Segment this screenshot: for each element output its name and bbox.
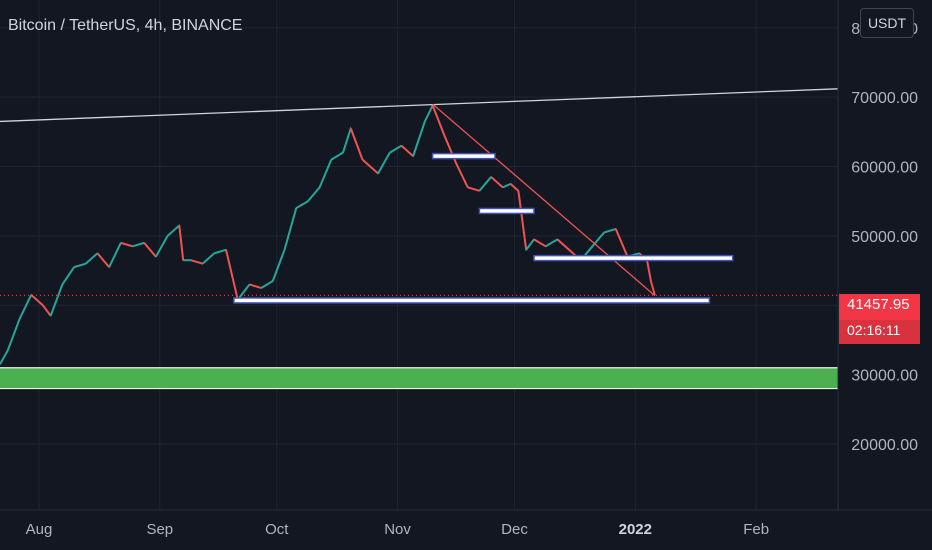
support-zone bbox=[0, 367, 838, 389]
price-segment bbox=[509, 183, 520, 192]
level-box bbox=[431, 152, 496, 160]
price-segment bbox=[533, 238, 547, 248]
level-box bbox=[478, 207, 535, 215]
price-segment bbox=[143, 242, 157, 258]
price-tick-label: 70000.00 bbox=[851, 90, 918, 107]
price-segment bbox=[178, 225, 185, 261]
price-segment bbox=[49, 284, 64, 317]
price-segment bbox=[400, 144, 414, 157]
price-segment bbox=[166, 224, 180, 237]
time-axis-background bbox=[0, 510, 932, 550]
price-segment bbox=[283, 207, 298, 251]
level-box bbox=[233, 297, 711, 304]
price-segment bbox=[307, 186, 321, 202]
price-segment bbox=[603, 228, 617, 234]
price-segment bbox=[646, 260, 652, 282]
price-segment bbox=[225, 249, 239, 300]
drawings-overlay bbox=[0, 88, 839, 304]
price-segment bbox=[260, 280, 274, 289]
last-price-value: 41457.95 bbox=[847, 296, 910, 313]
last-price-tag: 41457.95 02:16:11 bbox=[839, 294, 920, 344]
bar-countdown: 02:16:11 bbox=[839, 320, 920, 344]
time-tick-label: Feb bbox=[743, 521, 769, 538]
price-segment bbox=[389, 144, 402, 154]
price-segment bbox=[96, 252, 110, 268]
price-segment bbox=[214, 248, 227, 255]
price-segment bbox=[478, 176, 492, 192]
candles-layer bbox=[0, 105, 656, 365]
price-segment bbox=[517, 190, 528, 250]
price-segment bbox=[330, 151, 344, 161]
time-tick-label: Dec bbox=[501, 521, 528, 538]
price-segment bbox=[61, 266, 75, 286]
price-segment bbox=[377, 152, 391, 174]
price-segment bbox=[556, 238, 570, 251]
price-segment bbox=[120, 241, 133, 248]
price-segment bbox=[295, 200, 309, 210]
price-segment bbox=[190, 259, 203, 265]
price-segment bbox=[412, 121, 426, 157]
price-axis-background bbox=[838, 0, 932, 550]
price-segment bbox=[6, 318, 21, 351]
price-segment bbox=[502, 182, 512, 189]
price-segment bbox=[455, 162, 469, 188]
price-segment bbox=[155, 235, 169, 258]
time-tick-label: Nov bbox=[384, 521, 411, 538]
price-segment bbox=[132, 241, 145, 248]
time-tick-label: 2022 bbox=[619, 521, 652, 538]
price-segment bbox=[108, 242, 122, 268]
price-segment bbox=[85, 252, 99, 265]
price-segment bbox=[431, 105, 446, 136]
price-segment bbox=[649, 280, 656, 296]
price-segment bbox=[249, 283, 262, 289]
price-segment bbox=[591, 231, 605, 247]
price-segment bbox=[202, 252, 216, 265]
price-segment bbox=[318, 159, 333, 188]
drawings-layer bbox=[0, 294, 838, 390]
price-segment bbox=[0, 349, 9, 365]
price-segment bbox=[490, 176, 504, 189]
time-tick-label: Sep bbox=[146, 521, 173, 538]
price-segment bbox=[342, 128, 352, 153]
price-segment bbox=[271, 249, 286, 282]
price-segment bbox=[423, 105, 434, 122]
chart-title[interactable]: Bitcoin / TetherUS, 4h, BINANCE bbox=[8, 17, 243, 34]
price-series-line bbox=[0, 103, 656, 365]
price-tick-label: 50000.00 bbox=[851, 229, 918, 246]
currency-selector[interactable]: USDT bbox=[860, 8, 914, 38]
price-segment bbox=[361, 158, 379, 175]
time-tick-label: Aug bbox=[26, 521, 53, 538]
time-tick-label: Oct bbox=[265, 521, 289, 538]
trendline-white bbox=[0, 88, 839, 123]
price-segment bbox=[614, 228, 629, 258]
price-segment bbox=[18, 294, 33, 320]
price-tick-label: 60000.00 bbox=[851, 160, 918, 177]
price-segment bbox=[545, 238, 558, 248]
price-segment bbox=[73, 262, 87, 269]
price-tick-label: 20000.00 bbox=[851, 437, 918, 454]
price-segment bbox=[42, 304, 52, 317]
price-segment bbox=[30, 294, 44, 307]
price-tick-label: 30000.00 bbox=[851, 368, 918, 385]
price-segment bbox=[525, 238, 535, 251]
trendline-red bbox=[432, 103, 656, 297]
level-box bbox=[533, 254, 734, 262]
price-segment bbox=[467, 186, 480, 192]
price-segment bbox=[349, 128, 364, 160]
